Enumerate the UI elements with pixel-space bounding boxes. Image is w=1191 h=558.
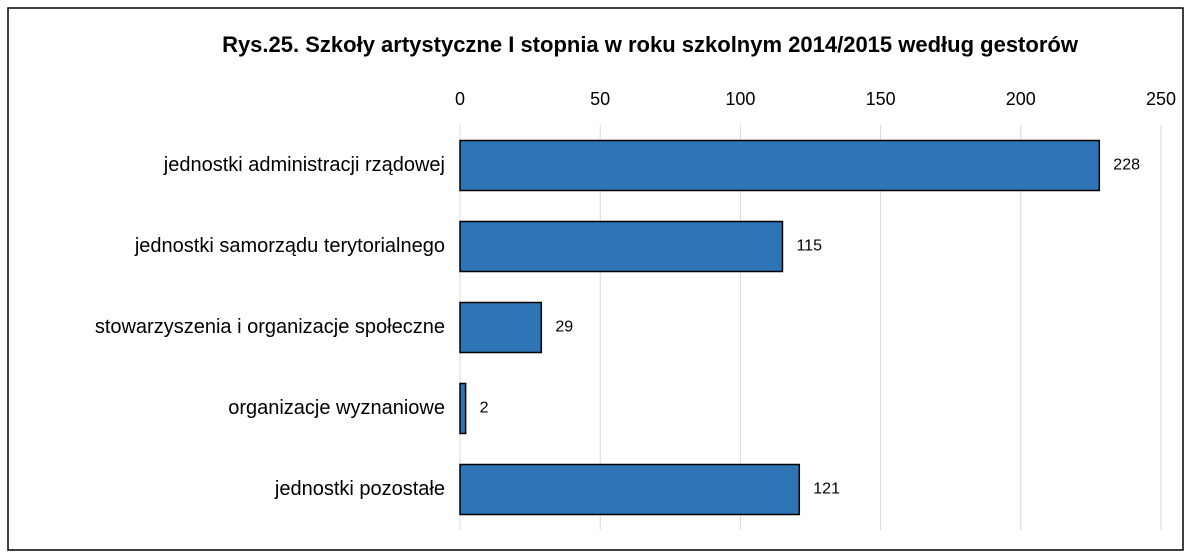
bar (459, 139, 1101, 192)
x-tick-label: 250 (1146, 89, 1176, 109)
value-label: 121 (813, 481, 840, 498)
x-tick-label: 200 (1006, 89, 1036, 109)
y-tick-label: organizacje wyznaniowe (228, 397, 445, 419)
x-tick-label: 0 (455, 89, 465, 109)
x-tick-label: 50 (590, 89, 610, 109)
y-tick-label: jednostki pozostałe (274, 478, 445, 500)
chart-title: Rys.25. Szkoły artystyczne I stopnia w r… (222, 32, 1079, 57)
value-label: 29 (555, 319, 573, 336)
value-label: 2 (480, 400, 489, 417)
bar (459, 301, 543, 354)
value-label: 228 (1113, 157, 1140, 174)
x-tick-label: 150 (866, 89, 896, 109)
value-label: 115 (796, 238, 822, 255)
x-tick-label: 100 (725, 89, 755, 109)
bar (459, 463, 801, 516)
bar (459, 382, 467, 435)
frame (7, 7, 1184, 551)
bar (459, 220, 784, 273)
y-tick-label: stowarzyszenia i organizacje społeczne (95, 316, 445, 338)
y-tick-label: jednostki samorządu terytorialnego (134, 235, 445, 257)
y-tick-label: jednostki administracji rządowej (163, 154, 445, 176)
